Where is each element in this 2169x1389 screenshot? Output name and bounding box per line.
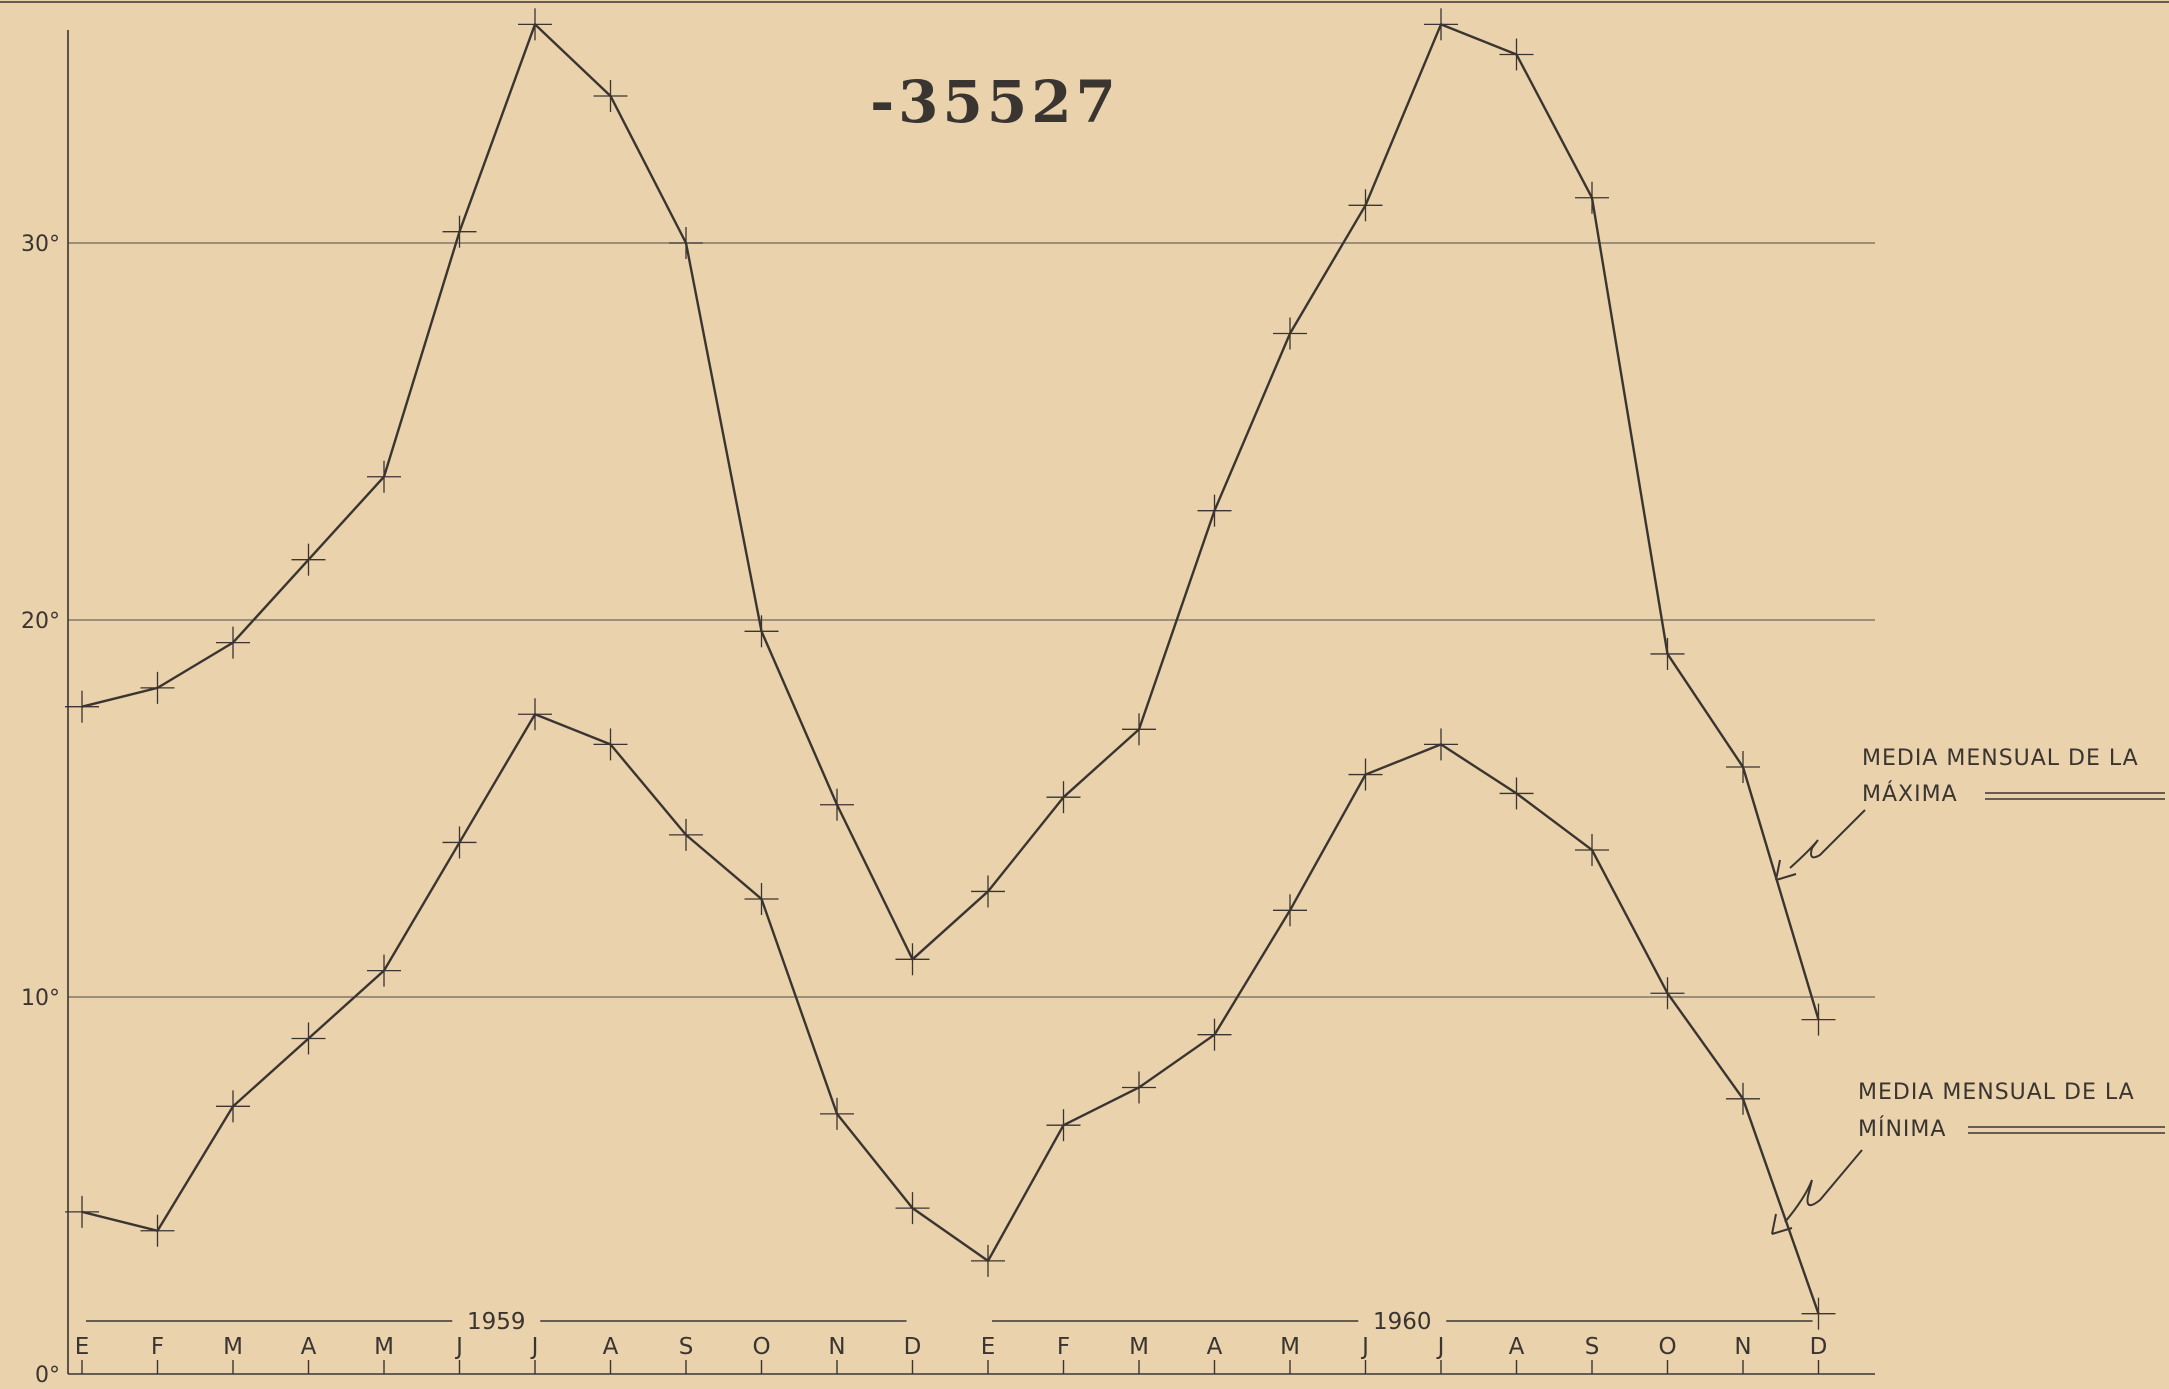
series-line-maxima — [81, 23, 1820, 1020]
data-point — [1424, 728, 1458, 761]
data-point — [65, 690, 99, 723]
data-point — [216, 626, 250, 659]
x-tick-label: A — [1207, 1334, 1223, 1360]
x-tick-label: D — [1810, 1334, 1828, 1360]
x-tick-label: M — [374, 1334, 394, 1360]
data-point — [367, 460, 401, 493]
x-tick-label: N — [1734, 1334, 1751, 1360]
data-point — [669, 818, 703, 851]
data-point — [1122, 713, 1156, 746]
x-tick-label: E — [75, 1334, 90, 1360]
data-point — [1424, 8, 1458, 41]
data-point — [1801, 1003, 1836, 1036]
x-tick-label: M — [223, 1334, 243, 1360]
data-point — [1726, 751, 1760, 784]
data-point — [1122, 1071, 1156, 1104]
series-label-line: MEDIA MENSUAL DE LA — [1858, 1080, 2135, 1105]
x-tick-label: D — [904, 1334, 922, 1360]
data-point — [593, 728, 628, 761]
data-point — [1046, 781, 1081, 814]
x-tick-label: E — [981, 1334, 996, 1360]
data-point — [1801, 1297, 1836, 1330]
x-tick-label: F — [1057, 1334, 1070, 1360]
x-tick-label: J — [1436, 1334, 1445, 1360]
x-tick-label: A — [1509, 1334, 1525, 1360]
data-point — [971, 1244, 1005, 1277]
data-point — [744, 615, 779, 648]
data-point — [1046, 1109, 1081, 1142]
data-point — [518, 698, 552, 731]
data-point — [1273, 317, 1307, 350]
data-point — [669, 227, 703, 259]
data-point — [820, 788, 854, 821]
data-point — [971, 875, 1005, 908]
data-point — [216, 1090, 250, 1123]
x-tick-label: A — [603, 1334, 619, 1360]
series-label-line: MÁXIMA — [1862, 781, 1958, 807]
data-point — [895, 943, 930, 976]
x-tick-label: M — [1280, 1334, 1300, 1360]
data-point — [593, 79, 628, 112]
year-label: 1960 — [1373, 1309, 1432, 1335]
data-point — [1348, 189, 1383, 222]
y-tick-label: 30° — [21, 232, 60, 257]
legend-arrow-head — [1775, 859, 1797, 881]
x-tick-label: J — [454, 1334, 463, 1360]
data-point — [140, 1214, 175, 1247]
data-point — [1575, 833, 1609, 866]
x-tick-label: S — [1585, 1334, 1600, 1360]
data-point — [820, 1097, 854, 1130]
x-tick-label: N — [828, 1334, 845, 1360]
data-point — [1575, 181, 1609, 214]
y-tick-label: 10° — [21, 986, 60, 1011]
x-tick-label: J — [530, 1334, 539, 1360]
data-point — [1499, 777, 1534, 810]
series-label-line: MEDIA MENSUAL DE LA — [1862, 746, 2139, 771]
x-tick-label: O — [752, 1334, 770, 1360]
data-point — [518, 8, 552, 41]
data-point — [65, 1195, 99, 1228]
data-point — [744, 882, 779, 915]
stamp-number: -35527 — [870, 68, 1120, 136]
data-point — [1499, 38, 1534, 71]
x-tick-label: O — [1658, 1334, 1676, 1360]
year-label: 1959 — [467, 1309, 526, 1335]
x-tick-label: F — [151, 1334, 164, 1360]
data-point — [140, 671, 175, 704]
x-tick-label: A — [301, 1334, 317, 1360]
series-line-minima — [81, 713, 1820, 1315]
data-point — [291, 543, 326, 576]
x-tick-label: S — [679, 1334, 694, 1360]
data-point — [1197, 494, 1232, 527]
legend-arrow — [1784, 1149, 1863, 1223]
data-point — [442, 215, 477, 248]
x-tick-label: M — [1129, 1334, 1149, 1360]
data-point — [1650, 637, 1685, 670]
data-point — [1650, 977, 1685, 1010]
x-tick-label: J — [1360, 1334, 1369, 1360]
data-point — [1726, 1082, 1760, 1115]
data-point — [367, 954, 401, 987]
data-point — [1348, 758, 1383, 791]
data-point — [291, 1022, 326, 1055]
data-point — [442, 826, 477, 859]
data-point — [1273, 894, 1307, 927]
series-label-line: MÍNIMA — [1858, 1116, 1946, 1142]
y-tick-label: 20° — [21, 609, 60, 634]
data-point — [895, 1192, 930, 1225]
y-tick-label: 0° — [35, 1363, 60, 1384]
legend-arrow — [1789, 809, 1866, 869]
data-point — [1197, 1018, 1232, 1051]
